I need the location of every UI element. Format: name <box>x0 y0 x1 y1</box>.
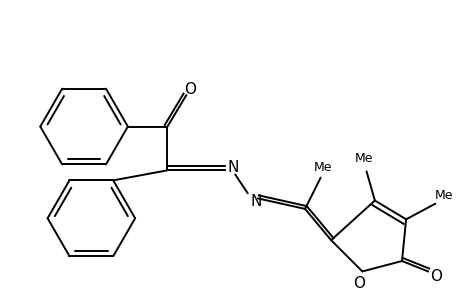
Text: Me: Me <box>313 161 331 174</box>
Text: Me: Me <box>354 152 373 165</box>
Text: N: N <box>250 194 261 209</box>
Text: O: O <box>184 82 196 97</box>
Text: Me: Me <box>433 189 452 202</box>
Text: O: O <box>353 276 364 291</box>
Text: N: N <box>227 160 238 175</box>
Text: O: O <box>430 269 442 284</box>
